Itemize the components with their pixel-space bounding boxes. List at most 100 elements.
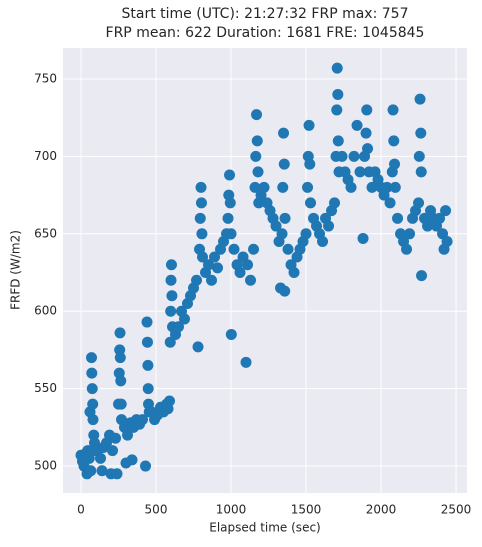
point (323, 220, 335, 232)
point (351, 119, 363, 131)
point (422, 220, 434, 232)
point (191, 274, 203, 286)
point (348, 150, 360, 162)
point (251, 135, 263, 147)
x-axis-label: Elapsed time (sec) (209, 521, 320, 535)
point (331, 62, 343, 74)
point (164, 395, 176, 407)
y-axis-label: FRFD (W/m2) (9, 230, 23, 310)
point (111, 468, 123, 480)
point (362, 143, 374, 155)
point (389, 181, 401, 193)
y-tick-label: 550 (34, 381, 57, 395)
point (115, 375, 127, 387)
chart-title: Start time (UTC): 21:27:32 FRP max: 757 (122, 6, 409, 22)
point (278, 127, 290, 139)
point (413, 150, 425, 162)
point (392, 212, 404, 224)
point (258, 181, 270, 193)
point (209, 251, 221, 263)
point (212, 262, 224, 274)
point (114, 327, 126, 339)
point (360, 127, 372, 139)
point (165, 259, 177, 271)
point (357, 232, 369, 244)
point (115, 398, 127, 410)
point (194, 212, 206, 224)
point (304, 158, 316, 170)
point (228, 243, 240, 255)
point (197, 251, 209, 263)
point (416, 270, 428, 282)
point (329, 197, 341, 209)
point (225, 228, 237, 240)
point (164, 336, 176, 348)
point (305, 197, 317, 209)
y-tick-label: 750 (34, 71, 57, 85)
point (137, 414, 149, 426)
point (279, 285, 291, 297)
point (387, 104, 399, 116)
point (332, 135, 344, 147)
point (206, 274, 218, 286)
point (248, 243, 260, 255)
x-tick-label: 2000 (366, 503, 397, 517)
point (192, 341, 204, 353)
point (252, 166, 264, 178)
point (166, 290, 178, 302)
point (195, 197, 207, 209)
point (110, 432, 122, 444)
y-tick-label: 650 (34, 226, 57, 240)
point (332, 88, 344, 100)
point (414, 93, 426, 105)
point (441, 236, 453, 248)
x-tick-label: 500 (145, 503, 168, 517)
point (203, 259, 215, 271)
point (245, 274, 257, 286)
point (345, 181, 357, 193)
point (83, 452, 95, 464)
point (87, 414, 99, 426)
point (354, 166, 366, 178)
point (413, 197, 425, 209)
point (302, 181, 314, 193)
point (270, 220, 282, 232)
point (195, 181, 207, 193)
x-tick-label: 0 (77, 503, 85, 517)
point (282, 243, 294, 255)
point (196, 228, 208, 240)
point (165, 305, 177, 317)
point (96, 465, 108, 477)
point (140, 460, 152, 472)
point (250, 150, 262, 162)
point (142, 359, 154, 371)
point (173, 321, 185, 333)
point (87, 398, 99, 410)
chart-title: FRP mean: 622 Duration: 1681 FRE: 104584… (106, 25, 425, 41)
point (234, 267, 246, 279)
point (95, 452, 107, 464)
point (86, 367, 98, 379)
point (361, 104, 373, 116)
y-tick-label: 700 (34, 149, 57, 163)
point (165, 274, 177, 286)
point (249, 181, 261, 193)
point (222, 212, 234, 224)
point (107, 445, 119, 457)
point (251, 109, 263, 121)
point (336, 150, 348, 162)
point (179, 313, 191, 325)
point (300, 228, 312, 240)
point (401, 243, 413, 255)
point (224, 197, 236, 209)
point (317, 236, 329, 248)
point (388, 135, 400, 147)
point (303, 119, 315, 131)
point (86, 352, 98, 364)
point (434, 212, 446, 224)
point (384, 197, 396, 209)
point (440, 205, 452, 217)
point (276, 228, 288, 240)
point (141, 336, 153, 348)
